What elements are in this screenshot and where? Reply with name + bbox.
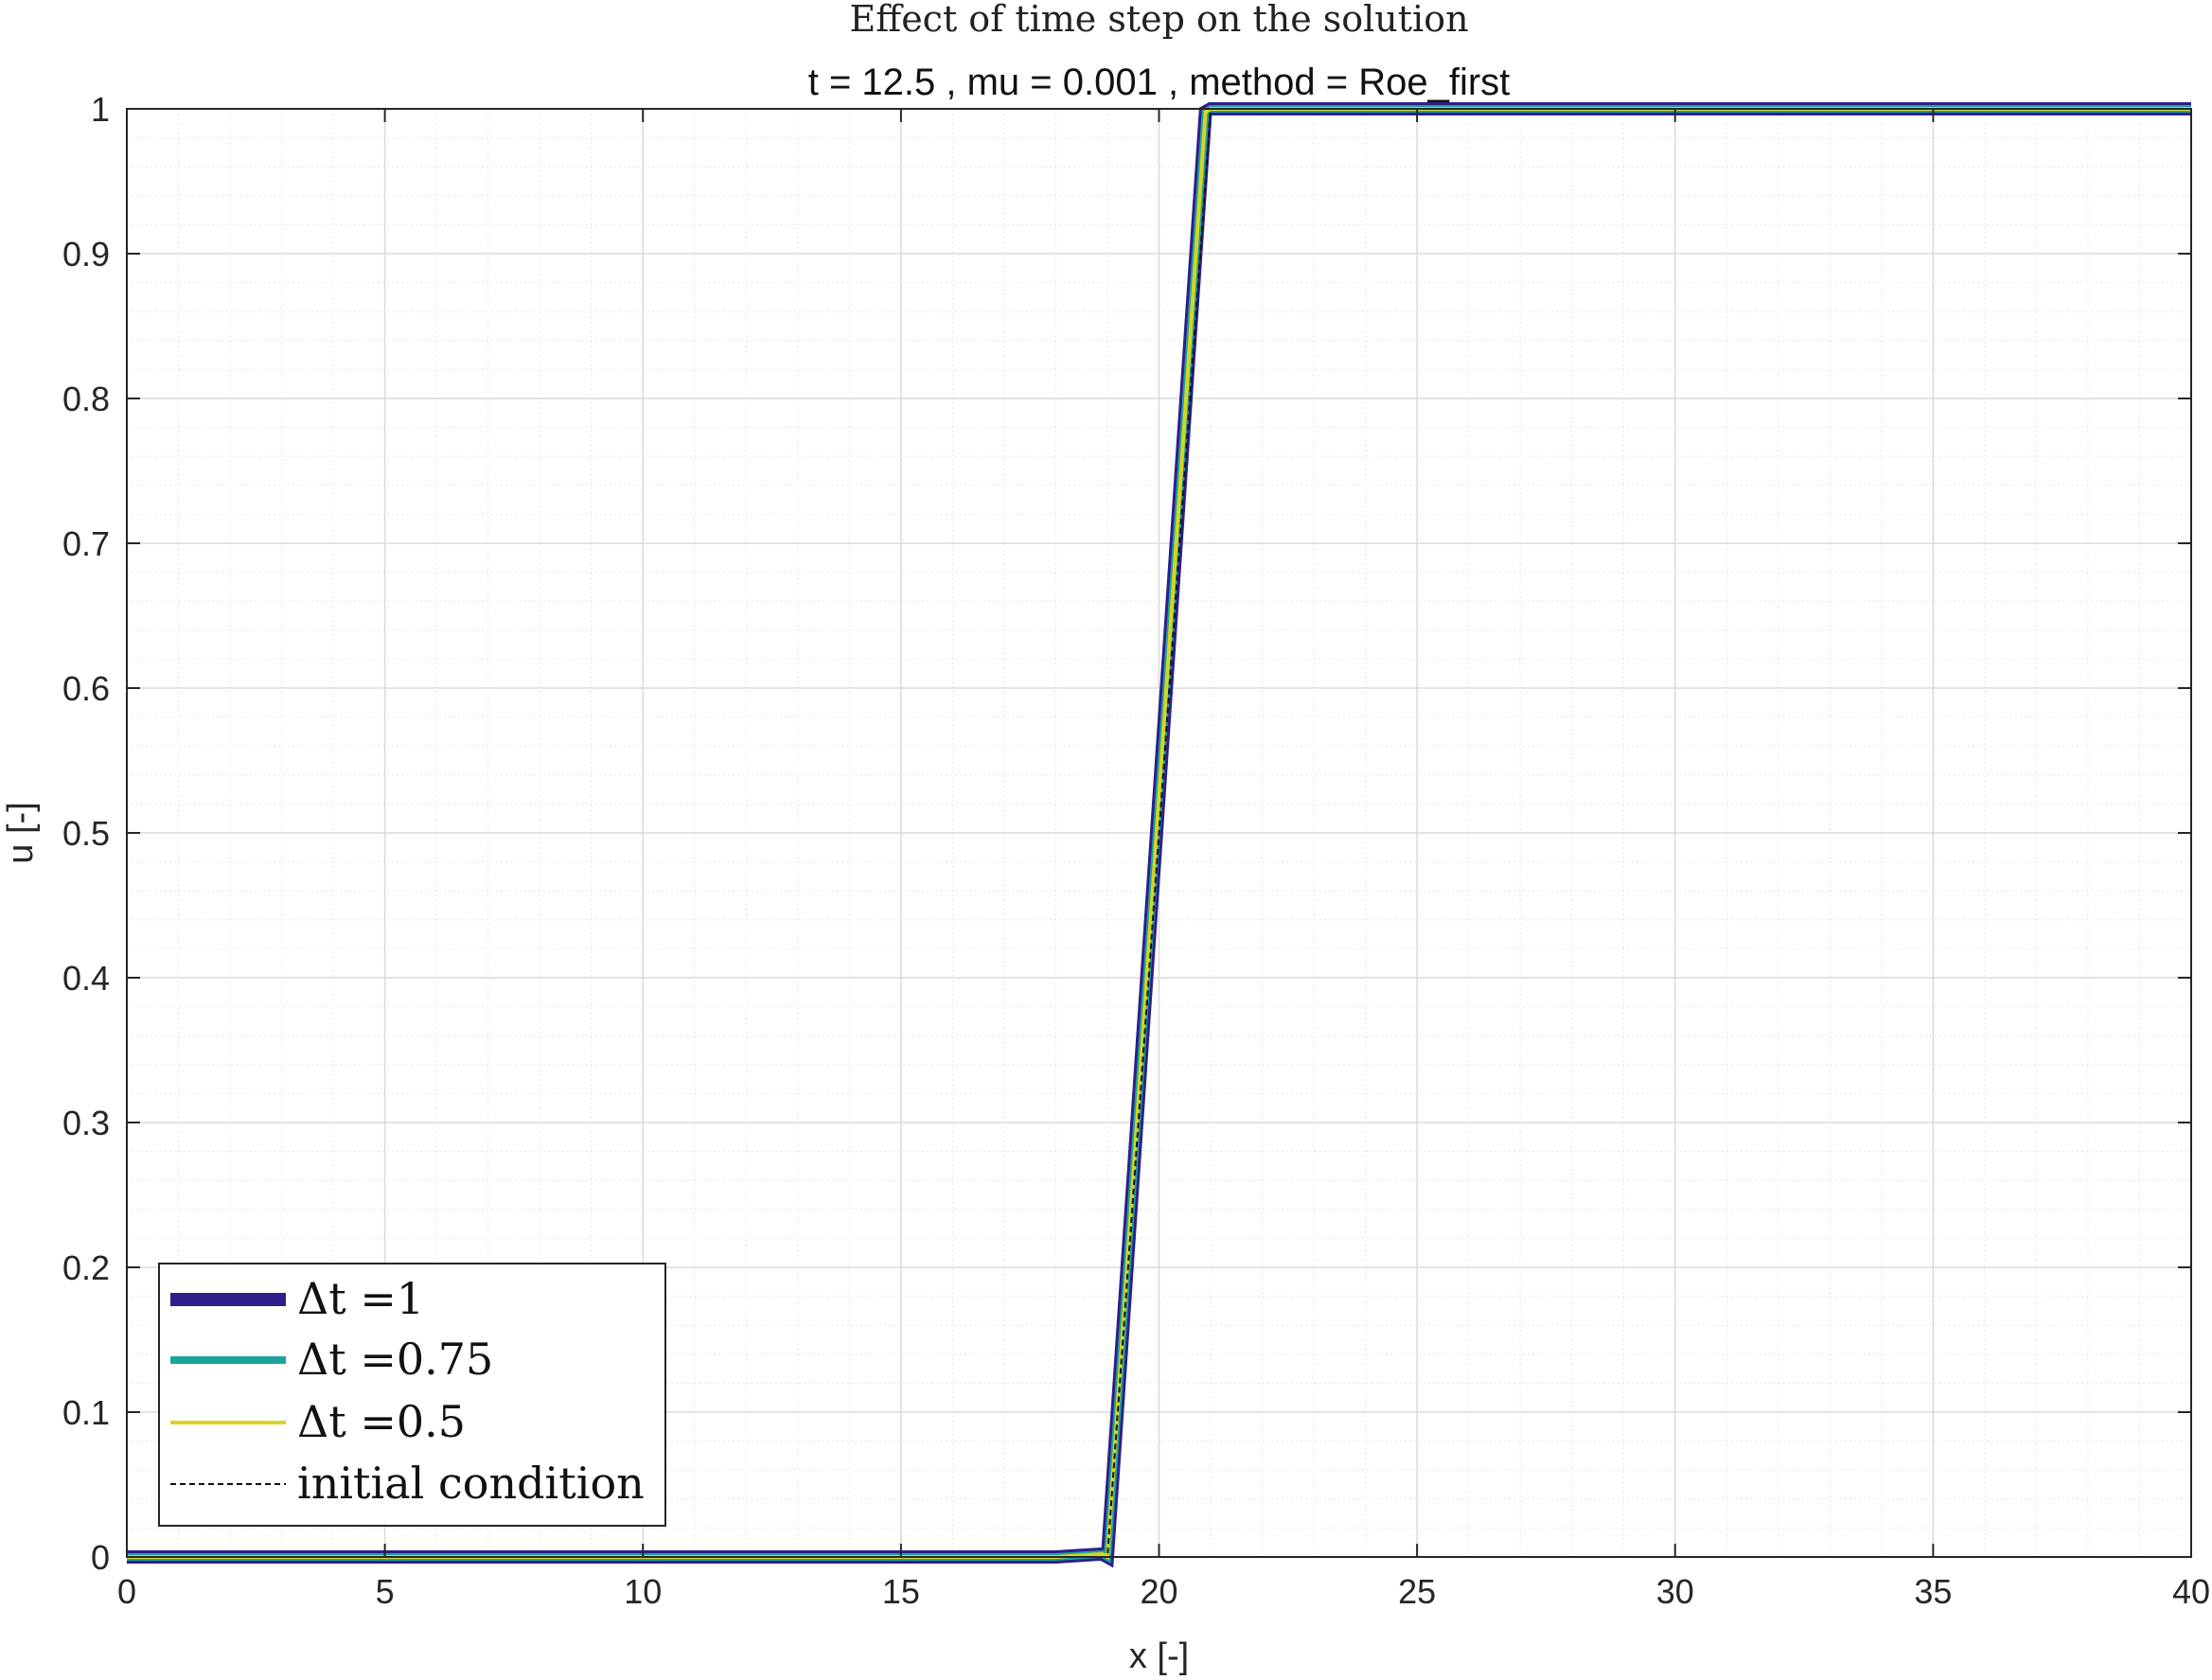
x-tick-label: 0 xyxy=(117,1572,136,1611)
y-tick-label: 0.3 xyxy=(62,1104,110,1142)
legend-label-3: Δt =0.5 xyxy=(297,1396,466,1447)
x-axis-label: x [-] xyxy=(1129,1636,1189,1676)
x-tick-label: 20 xyxy=(1140,1572,1177,1611)
y-tick-label: 0.5 xyxy=(62,814,110,853)
x-tick-label: 30 xyxy=(1656,1572,1694,1611)
x-tick-label: 15 xyxy=(882,1572,920,1611)
y-tick-label: 0.6 xyxy=(62,669,110,708)
legend: Δt =1 Δt =0.75 Δt =0.5 initial condition xyxy=(158,1263,666,1527)
y-tick-label: 0.1 xyxy=(62,1393,110,1432)
y-tick-label: 0.7 xyxy=(62,524,110,563)
y-tick-label: 0 xyxy=(91,1538,110,1577)
chart-title: Effect of time step on the solution xyxy=(849,0,1468,40)
y-tick-label: 0.9 xyxy=(62,235,110,274)
y-tick-label: 0.8 xyxy=(62,380,110,418)
x-tick-label: 5 xyxy=(376,1572,395,1611)
legend-label-4: initial condition xyxy=(297,1458,645,1509)
y-tick-label: 0.2 xyxy=(62,1248,110,1287)
x-axis-ticks: 0 5 10 15 20 25 30 35 40 xyxy=(117,109,2210,1611)
x-tick-label: 40 xyxy=(2172,1572,2210,1611)
series-line-4 xyxy=(127,108,2191,1558)
legend-label-1: Δt =1 xyxy=(297,1273,424,1324)
chart-subtitle: t = 12.5 , mu = 0.001 , method = Roe_fir… xyxy=(808,62,1511,103)
legend-items: Δt =1 Δt =0.75 Δt =0.5 initial condition xyxy=(170,1273,645,1509)
y-tick-label: 1 xyxy=(91,90,110,129)
legend-box xyxy=(158,1263,666,1527)
y-axis-label: u [-] xyxy=(1,802,41,863)
x-tick-label: 35 xyxy=(1914,1572,1952,1611)
y-axis-ticks: 0 0.1 0.2 0.3 0.4 0.5 0.6 0.7 0.8 0.9 1 xyxy=(62,90,2191,1577)
legend-label-2: Δt =0.75 xyxy=(297,1334,493,1385)
y-tick-label: 0.4 xyxy=(62,959,110,998)
x-tick-label: 10 xyxy=(624,1572,662,1611)
x-tick-label: 25 xyxy=(1398,1572,1436,1611)
